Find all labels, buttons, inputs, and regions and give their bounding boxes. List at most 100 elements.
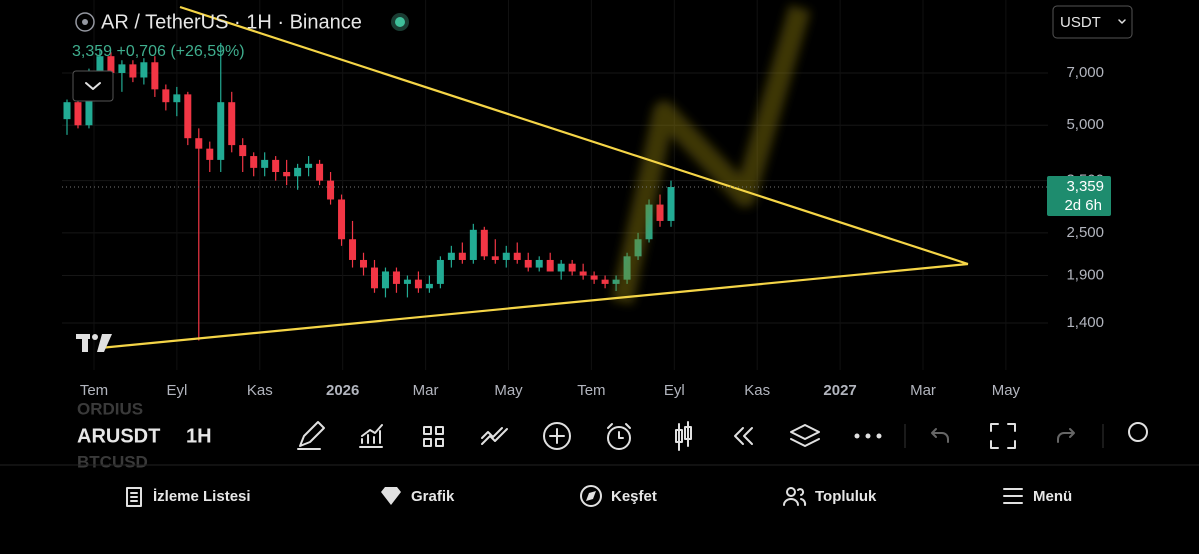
candle-body bbox=[590, 275, 598, 280]
candle-body bbox=[502, 252, 510, 260]
add-icon-plus bbox=[549, 428, 565, 444]
x-tick-label: Tem bbox=[577, 382, 605, 399]
x-tick-label: 2026 bbox=[326, 382, 359, 399]
candle-body bbox=[250, 156, 258, 168]
countdown: 2d 6h bbox=[1064, 197, 1102, 214]
alert-icon-hands bbox=[607, 423, 631, 439]
candle-body bbox=[239, 145, 247, 157]
compare-icon[interactable] bbox=[481, 427, 508, 445]
candle-body bbox=[118, 64, 126, 73]
x-tick-label: May bbox=[494, 382, 523, 399]
market-status-dot bbox=[395, 17, 405, 27]
nav-item[interactable]: Menü bbox=[1033, 488, 1072, 505]
candle-body bbox=[294, 167, 302, 177]
explore-icon[interactable] bbox=[580, 485, 602, 507]
alert-icon[interactable] bbox=[607, 426, 631, 450]
chevron bbox=[85, 82, 101, 90]
candle-body bbox=[107, 56, 115, 73]
chevron bbox=[1118, 19, 1126, 24]
candle-body bbox=[469, 229, 477, 260]
draw-icon[interactable] bbox=[297, 421, 325, 450]
candle-body bbox=[261, 159, 269, 168]
candle-body bbox=[447, 252, 455, 260]
projection-arrow bbox=[611, 4, 811, 305]
y-tick-label: 2,500 bbox=[1066, 224, 1104, 241]
x-tick-label: Eyl bbox=[664, 382, 685, 399]
nav-icons bbox=[126, 485, 1023, 507]
toolbar-symbol[interactable]: ARUSDT bbox=[77, 425, 160, 447]
y-tick-label: 7,000 bbox=[1066, 64, 1104, 81]
community-icon[interactable] bbox=[786, 487, 796, 497]
redo-icon[interactable] bbox=[1057, 428, 1075, 443]
candle-body bbox=[425, 283, 433, 289]
chart-type-icon[interactable] bbox=[675, 421, 692, 451]
symbol-title: AR / TetherUS · 1H · Binance bbox=[101, 11, 362, 33]
candle-body bbox=[546, 259, 554, 272]
nav-item[interactable]: İzleme Listesi bbox=[153, 488, 251, 505]
candle-body bbox=[283, 172, 291, 177]
chart-icon[interactable] bbox=[381, 487, 401, 505]
exchange-icon-dot bbox=[82, 19, 88, 25]
layers-icon[interactable] bbox=[790, 424, 820, 447]
add-icon[interactable] bbox=[543, 422, 571, 450]
candle-body bbox=[414, 279, 422, 289]
tv-logo bbox=[76, 334, 112, 352]
undo-icon[interactable] bbox=[931, 428, 949, 443]
candle-body bbox=[206, 148, 214, 160]
candle-body bbox=[557, 263, 565, 272]
candle-body bbox=[63, 102, 71, 120]
candle-body bbox=[129, 64, 137, 78]
candle-body bbox=[162, 89, 170, 103]
candle-body bbox=[316, 163, 324, 181]
collapse-button[interactable] bbox=[72, 70, 114, 102]
nav-item[interactable]: Keşfet bbox=[611, 488, 657, 505]
watchlist-icon[interactable] bbox=[126, 487, 142, 507]
candle-body bbox=[96, 56, 104, 73]
layout-icon[interactable] bbox=[423, 426, 444, 447]
nav-item[interactable]: Topluluk bbox=[815, 488, 877, 505]
exchange-icon bbox=[75, 12, 95, 32]
candle-body bbox=[360, 259, 368, 268]
candle-body bbox=[151, 62, 159, 90]
candle-body bbox=[173, 94, 181, 103]
x-tick-label: 2027 bbox=[823, 382, 856, 399]
candle-body bbox=[140, 62, 148, 78]
menu-icon[interactable] bbox=[1003, 488, 1023, 504]
candle-body bbox=[327, 180, 335, 200]
y-tick-label: 1,900 bbox=[1066, 266, 1104, 283]
toolbar-interval[interactable]: 1H bbox=[186, 425, 212, 447]
nav-item[interactable]: Grafik bbox=[411, 488, 455, 505]
candle-body bbox=[195, 138, 203, 149]
upper-trendline bbox=[179, 5, 969, 266]
candle-body bbox=[436, 259, 444, 284]
candle-body bbox=[524, 259, 532, 268]
more-icon bbox=[876, 433, 882, 439]
candle-body bbox=[480, 229, 488, 257]
candle-body bbox=[184, 94, 192, 139]
indicators-icon[interactable] bbox=[359, 424, 383, 448]
y-tick-label: 5,000 bbox=[1066, 116, 1104, 133]
last-price-label: 3,359 bbox=[1066, 178, 1104, 195]
candle-body bbox=[349, 239, 357, 260]
community-icon-body bbox=[783, 488, 807, 506]
more-icon[interactable] bbox=[854, 433, 860, 439]
candle-body bbox=[217, 102, 225, 160]
y-tick-label: 1,400 bbox=[1066, 314, 1104, 331]
replay-icon[interactable] bbox=[734, 427, 753, 445]
candle-body bbox=[458, 252, 466, 260]
candle-body bbox=[381, 271, 389, 289]
candle-body bbox=[601, 279, 609, 284]
candle-body bbox=[491, 256, 499, 260]
x-tick-label: Tem bbox=[80, 382, 108, 399]
candle-body bbox=[272, 159, 280, 173]
x-tick-label: Mar bbox=[910, 382, 936, 399]
more-icon bbox=[865, 433, 871, 439]
candle-body bbox=[338, 199, 346, 240]
explore-needle bbox=[586, 491, 596, 501]
idea-icon[interactable] bbox=[1128, 422, 1148, 442]
candle-body bbox=[392, 271, 400, 284]
currency-select[interactable] bbox=[1052, 5, 1133, 39]
toolbar-icons bbox=[297, 421, 1148, 451]
fullscreen-icon[interactable] bbox=[990, 423, 1016, 449]
